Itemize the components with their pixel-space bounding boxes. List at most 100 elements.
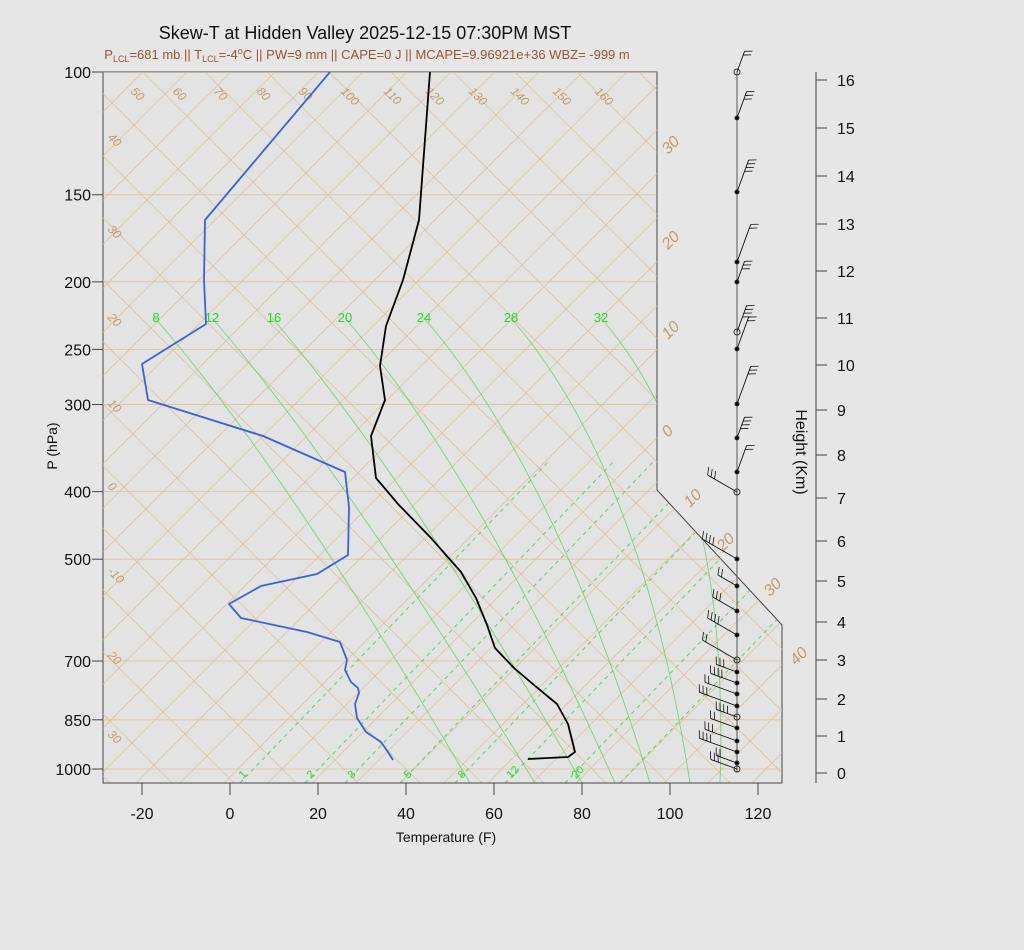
dry-adiabat-line [103, 72, 669, 783]
wind-barb-shaft [712, 596, 738, 612]
y-tick-label: 300 [64, 398, 91, 415]
y-tick-label: 200 [64, 275, 91, 292]
isotherm-label: 20 [713, 530, 738, 555]
isotherm-line [972, 72, 1024, 783]
dry-adiabat-line [0, 72, 48, 783]
x-tick-label: -20 [130, 806, 153, 823]
height-axis-label: Height (Km) [792, 409, 809, 494]
mixing-ratio-label: 28 [504, 310, 518, 325]
isotherm-line [103, 72, 408, 783]
moist-adiabat-line [211, 317, 536, 783]
wind-barb-feather [714, 614, 717, 623]
isotherm-line [103, 72, 760, 783]
dry-adiabat-line [949, 72, 1024, 783]
wind-barb-marker [733, 328, 741, 336]
y-tick-label: 1000 [55, 762, 91, 779]
x-axis-label: Temperature (F) [396, 829, 496, 845]
isotherm-line [619, 72, 782, 783]
mixing-ratio-line [399, 459, 711, 783]
wind-barb-shaft [736, 417, 745, 439]
height-tick-label: 10 [837, 358, 855, 375]
wind-barb-marker [733, 713, 741, 721]
isotherm-line [531, 72, 782, 783]
isotherm-line [103, 72, 320, 783]
isotherm-line [0, 72, 11, 783]
isotherm-line [223, 72, 782, 783]
isotherm-line [884, 72, 1024, 783]
height-tick-label: 5 [837, 574, 846, 591]
wind-barb-marker [733, 488, 741, 496]
dewpoint-profile-line [141, 72, 394, 761]
isotherm-line [103, 72, 628, 783]
wind-barb-shaft [736, 316, 750, 350]
y-axis-label: P (hPa) [44, 422, 60, 469]
mixing-ratio-label: 8 [152, 310, 159, 325]
moist-adiabat-line [510, 317, 691, 783]
wind-barb-feather [705, 533, 708, 542]
plot-panel [102, 71, 783, 784]
wind-barb-marker [733, 765, 741, 773]
mixing-ratio-line [304, 459, 616, 783]
isotherm-line [103, 72, 452, 783]
height-tick-label: 7 [837, 491, 846, 508]
x-tick-label: 120 [745, 806, 772, 823]
dry-adiabat-line [825, 72, 1024, 783]
wind-barb-shaft [736, 51, 745, 73]
moist-adiabat-line [423, 317, 651, 783]
dry-adiabat-line [266, 72, 782, 783]
mixing-ratio-line [564, 459, 782, 783]
wind-barb-feather [712, 589, 715, 598]
wind-barb-shaft [736, 159, 750, 193]
x-tick-label: 80 [573, 806, 591, 823]
height-tick-label: 11 [837, 311, 854, 328]
wind-barb-feather [712, 537, 715, 546]
isotherm-line [443, 72, 782, 783]
isotherm-line [103, 72, 496, 783]
isotherm-line [928, 72, 1024, 783]
wind-barb-shaft [710, 718, 738, 729]
isotherm-line [103, 72, 364, 783]
isotherm-line [575, 72, 782, 783]
isotherm-label: 10 [681, 486, 706, 511]
wind-barb-shaft [707, 474, 738, 493]
x-tick-label: 0 [226, 806, 235, 823]
mixing-ratio-label: 32 [594, 310, 608, 325]
x-tick-label: 40 [397, 806, 415, 823]
dry-adiabat-line [142, 72, 782, 783]
wind-barb-feather [707, 610, 710, 619]
x-tick-label: 20 [309, 806, 327, 823]
y-tick-label: 150 [64, 188, 91, 205]
height-tick-label: 9 [837, 403, 846, 420]
dry-adiabat-line [103, 72, 235, 783]
isotherm-label: 20 [658, 228, 683, 253]
height-tick-label: 15 [837, 121, 855, 138]
y-tick-label: 100 [64, 65, 91, 82]
height-tick-label: 8 [837, 448, 846, 465]
y-tick-label: 400 [64, 485, 91, 502]
isotherm-line [103, 72, 672, 783]
isotherm-label: 10 [659, 318, 684, 343]
chart-title: Skew-T at Hidden Valley 2025-12-15 07:30… [159, 23, 572, 43]
wind-barb-shaft [699, 691, 738, 707]
wind-barb-marker [733, 68, 741, 76]
wind-barb-column [698, 50, 759, 773]
wind-barb-feather [721, 569, 724, 578]
wind-barb-shaft [707, 617, 738, 636]
mixing-ratio-line [239, 459, 551, 783]
height-tick-label: 13 [837, 217, 855, 234]
height-tick-label: 6 [837, 534, 846, 551]
wind-barb-feather [705, 634, 708, 643]
y-tick-label: 500 [64, 552, 91, 569]
dry-adiabat-line [514, 72, 782, 783]
wind-barb-feather [714, 471, 717, 480]
isotherm-label: 30 [659, 133, 684, 158]
mixing-ratio-label: 12 [205, 310, 219, 325]
wind-barb-shaft [736, 91, 747, 119]
wind-barb-shaft [702, 538, 738, 560]
dry-adiabat-line [204, 72, 782, 783]
grid-lines [0, 72, 1024, 783]
dry-adiabat-line [103, 72, 359, 783]
mixing-ratio-line [504, 459, 782, 783]
mixing-ratio-line [344, 459, 656, 783]
isotherm-line [487, 72, 782, 783]
